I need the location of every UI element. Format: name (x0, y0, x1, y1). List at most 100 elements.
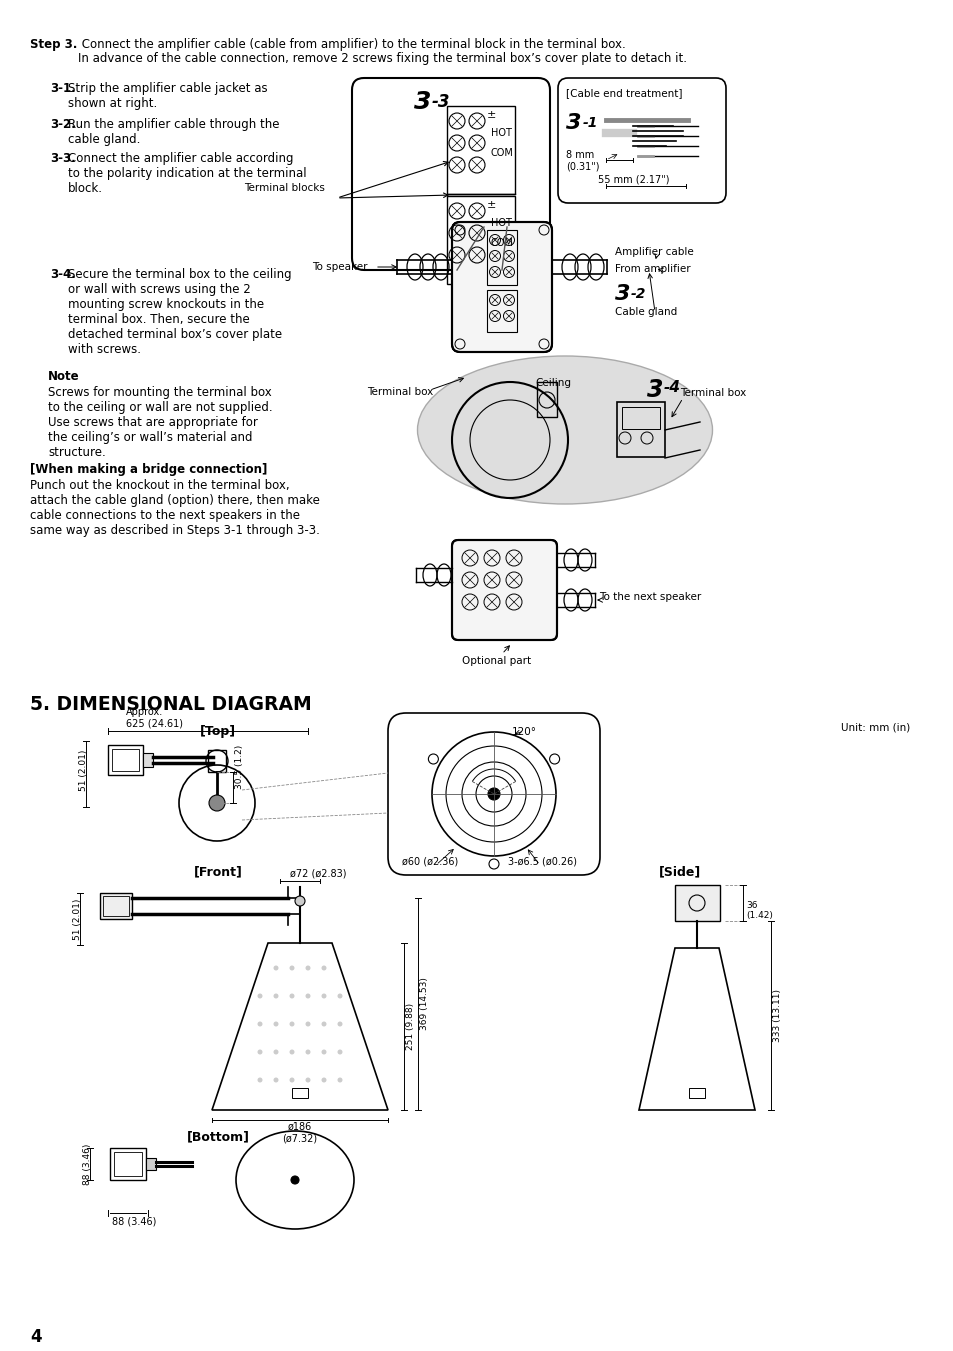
Text: Strip the amplifier cable jacket as
shown at right.: Strip the amplifier cable jacket as show… (68, 82, 268, 109)
Circle shape (321, 993, 326, 998)
Bar (447, 105, 515, 195)
Circle shape (337, 1078, 342, 1082)
Circle shape (274, 1050, 278, 1055)
Circle shape (257, 1021, 262, 1027)
Text: Cable gland: Cable gland (615, 307, 677, 317)
Text: [Top]: [Top] (200, 725, 235, 738)
Text: 3-4.: 3-4. (50, 267, 76, 281)
Circle shape (305, 966, 310, 970)
Text: 120°: 120° (512, 727, 537, 738)
Circle shape (209, 794, 225, 811)
Text: 251 (9.88): 251 (9.88) (406, 1002, 415, 1050)
Bar (688, 1088, 704, 1098)
Text: Note: Note (48, 370, 79, 382)
Text: 88 (3.46): 88 (3.46) (112, 1217, 156, 1227)
Text: 55 mm (2.17"): 55 mm (2.17") (598, 174, 669, 184)
Circle shape (274, 966, 278, 970)
Bar (675, 885, 720, 921)
Circle shape (305, 1078, 310, 1082)
Text: 3: 3 (414, 91, 431, 113)
Circle shape (321, 966, 326, 970)
Text: 36
(1.42): 36 (1.42) (745, 901, 772, 920)
Circle shape (257, 1050, 262, 1055)
Text: 3-2.: 3-2. (50, 118, 75, 131)
Text: 369 (14.53): 369 (14.53) (419, 978, 429, 1031)
Bar (621, 407, 659, 430)
Text: From amplifier: From amplifier (615, 263, 690, 274)
Text: 51 (2.01): 51 (2.01) (79, 750, 89, 790)
Circle shape (337, 1021, 342, 1027)
Circle shape (274, 1078, 278, 1082)
Text: -3: -3 (432, 93, 450, 111)
Bar (617, 403, 664, 457)
Text: To speaker: To speaker (312, 262, 367, 272)
Circle shape (274, 993, 278, 998)
Text: ø60 (ø2.36): ø60 (ø2.36) (401, 857, 457, 867)
Text: Terminal box: Terminal box (367, 386, 433, 397)
Bar (143, 753, 152, 767)
Circle shape (274, 1021, 278, 1027)
Bar (108, 744, 143, 775)
Text: 3-ø6.5 (ø0.26): 3-ø6.5 (ø0.26) (507, 857, 577, 867)
Bar (100, 893, 132, 919)
Circle shape (321, 1050, 326, 1055)
Circle shape (289, 1078, 294, 1082)
Text: [Cable end treatment]: [Cable end treatment] (565, 88, 681, 99)
Text: ø186
(ø7.32): ø186 (ø7.32) (282, 1121, 317, 1143)
Circle shape (289, 993, 294, 998)
Text: ø72 (ø2.83): ø72 (ø2.83) (290, 869, 346, 880)
FancyBboxPatch shape (452, 222, 552, 353)
Circle shape (337, 993, 342, 998)
Bar (208, 750, 226, 771)
Circle shape (289, 1050, 294, 1055)
Text: [Front]: [Front] (193, 865, 242, 878)
Circle shape (321, 1078, 326, 1082)
Text: 8 mm
(0.31"): 8 mm (0.31") (565, 150, 598, 172)
Text: 4: 4 (30, 1328, 42, 1346)
Bar (112, 748, 139, 771)
Bar (103, 896, 129, 916)
Text: -2: -2 (630, 286, 646, 301)
Text: ±: ± (486, 109, 496, 120)
Text: Step 3.: Step 3. (30, 38, 77, 51)
Text: 3-3.: 3-3. (50, 153, 75, 165)
Circle shape (291, 1175, 298, 1183)
Text: -1: -1 (582, 116, 598, 130)
Text: [Bottom]: [Bottom] (186, 1129, 250, 1143)
Text: 3: 3 (565, 113, 581, 132)
Text: Amplifier cable: Amplifier cable (615, 247, 693, 257)
Text: [When making a bridge connection]: [When making a bridge connection] (30, 463, 267, 476)
Text: COM: COM (491, 238, 514, 249)
Circle shape (257, 1078, 262, 1082)
Text: Connect the amplifier cable (cable from amplifier) to the terminal block in the : Connect the amplifier cable (cable from … (78, 38, 625, 51)
Text: Terminal blocks: Terminal blocks (244, 182, 325, 193)
Bar (146, 1158, 156, 1170)
Bar (486, 230, 517, 285)
Text: Screws for mounting the terminal box
to the ceiling or wall are not supplied.
Us: Screws for mounting the terminal box to … (48, 386, 273, 459)
Text: Ceiling: Ceiling (535, 378, 571, 388)
Text: Punch out the knockout in the terminal box,
attach the cable gland (option) ther: Punch out the knockout in the terminal b… (30, 480, 319, 536)
Text: 333 (13.11): 333 (13.11) (772, 989, 781, 1042)
Text: Run the amplifier cable through the
cable gland.: Run the amplifier cable through the cabl… (68, 118, 279, 146)
Text: 3: 3 (646, 378, 662, 403)
Bar (486, 290, 517, 332)
Circle shape (289, 1021, 294, 1027)
Circle shape (321, 1021, 326, 1027)
Circle shape (294, 896, 305, 907)
Circle shape (305, 1021, 310, 1027)
Text: Approx.
625 (24.61): Approx. 625 (24.61) (126, 708, 183, 730)
Text: Secure the terminal box to the ceiling
or wall with screws using the 2
mounting : Secure the terminal box to the ceiling o… (68, 267, 292, 357)
Bar (447, 196, 515, 284)
Text: Unit: mm (in): Unit: mm (in) (840, 723, 909, 734)
Circle shape (305, 1050, 310, 1055)
Circle shape (305, 993, 310, 998)
Text: 3: 3 (615, 284, 630, 304)
Text: Terminal box: Terminal box (679, 388, 745, 399)
Circle shape (488, 788, 499, 800)
Circle shape (337, 1050, 342, 1055)
Text: HOT: HOT (491, 218, 512, 228)
Text: 5. DIMENSIONAL DIAGRAM: 5. DIMENSIONAL DIAGRAM (30, 694, 312, 713)
Text: ±: ± (486, 200, 496, 209)
Text: 88 (3.46): 88 (3.46) (84, 1143, 92, 1185)
FancyBboxPatch shape (452, 540, 557, 640)
